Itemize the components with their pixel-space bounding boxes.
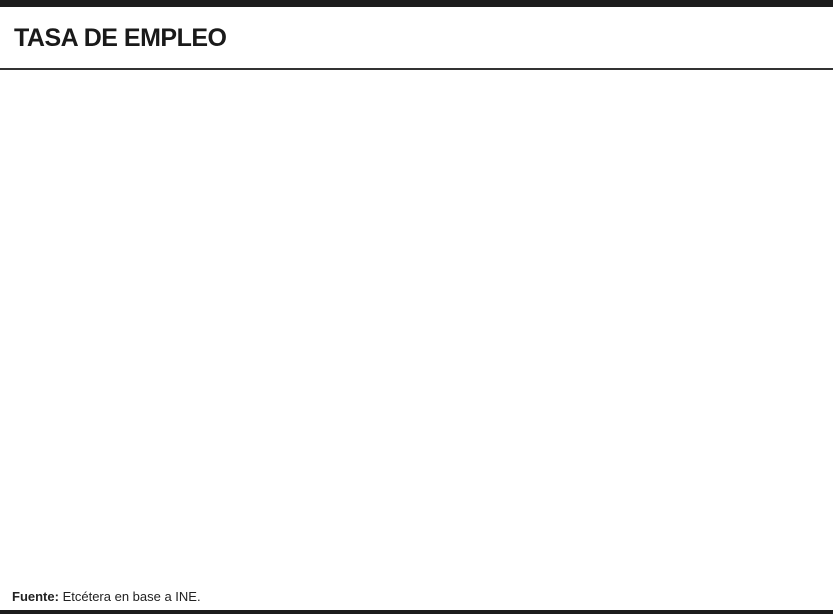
source-label: Fuente: <box>12 589 59 604</box>
bottom-bar <box>0 610 833 614</box>
source-note: Fuente: Etcétera en base a INE. <box>12 589 201 604</box>
page-title: TASA DE EMPLEO <box>14 24 227 52</box>
top-bar <box>0 0 833 7</box>
source-text: Etcétera en base a INE. <box>58 589 201 604</box>
title-divider <box>0 68 833 70</box>
